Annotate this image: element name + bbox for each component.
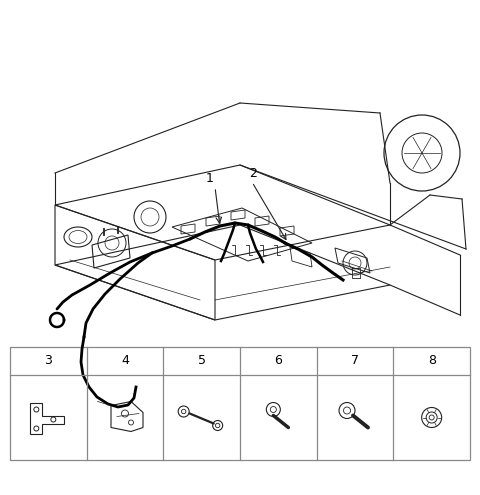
Text: 8: 8: [428, 354, 436, 367]
Bar: [10, 347, 470, 460]
Text: 3: 3: [44, 354, 52, 367]
Text: 6: 6: [275, 354, 282, 367]
Text: 7: 7: [351, 354, 359, 367]
Text: 2: 2: [249, 167, 257, 180]
Text: 1: 1: [206, 172, 214, 185]
Text: 5: 5: [198, 354, 205, 367]
Text: 4: 4: [121, 354, 129, 367]
